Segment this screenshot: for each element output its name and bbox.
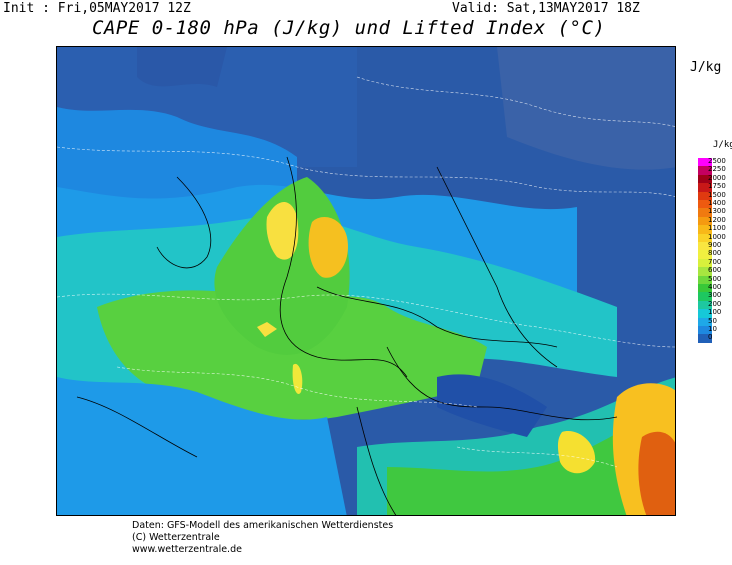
- footer: Daten: GFS-Modell des amerikanischen Wet…: [132, 520, 393, 556]
- legend-swatch: [698, 208, 712, 217]
- legend-swatch: [698, 174, 712, 184]
- legend-label: 700: [708, 257, 722, 266]
- footer-source: Daten: GFS-Modell des amerikanischen Wet…: [132, 520, 394, 531]
- legend-label: 1400: [708, 199, 726, 207]
- legend-swatch: [698, 250, 712, 259]
- legend-swatch: [698, 300, 712, 310]
- cape-map: [56, 46, 676, 516]
- legend-label: 10: [708, 325, 717, 333]
- legend-swatch: [698, 216, 712, 226]
- legend-swatch: [698, 242, 712, 251]
- legend-label: 1750: [708, 182, 726, 191]
- legend-label: 50: [708, 316, 717, 325]
- legend-label: 900: [708, 241, 722, 249]
- legend-swatch: [698, 158, 712, 167]
- legend-swatch: [698, 275, 712, 284]
- legend-swatch: [698, 309, 712, 318]
- legend-label: 1000: [708, 232, 726, 241]
- legend-label: 400: [708, 283, 722, 291]
- valid-time: Valid: Sat,13MAY2017 18Z: [452, 1, 640, 16]
- legend-label: 100: [708, 308, 722, 317]
- legend-label: 200: [708, 299, 722, 308]
- legend-unit: J/kg: [713, 140, 732, 150]
- legend-swatch: [698, 183, 712, 192]
- legend-label: 300: [708, 291, 722, 300]
- legend-swatch: [698, 317, 712, 326]
- legend-swatch: [698, 191, 712, 200]
- legend-swatch: [698, 334, 712, 343]
- footer-url: www.wetterzentrale.de: [132, 544, 242, 555]
- legend-swatch: [698, 326, 712, 335]
- legend-swatch: [698, 166, 712, 175]
- legend-swatch: [698, 284, 712, 293]
- legend-label: 2250: [708, 165, 726, 174]
- legend-label: 1500: [708, 190, 726, 199]
- chart-title: CAPE 0-180 hPa (J/kg) und Lifted Index (…: [92, 17, 606, 39]
- footer-copyright: (C) Wetterzentrale: [132, 532, 220, 543]
- unit-label: J/kg: [690, 60, 722, 75]
- legend-label: 0: [708, 333, 713, 342]
- legend-swatch: [698, 225, 712, 234]
- legend-label: 1100: [708, 224, 726, 233]
- legend-label: 800: [708, 249, 722, 258]
- legend-label: 1200: [708, 215, 726, 224]
- legend-swatch: [698, 292, 712, 301]
- legend-swatch: [698, 258, 712, 268]
- legend-label: 500: [708, 274, 722, 283]
- init-time: Init : Fri,05MAY2017 12Z: [3, 1, 191, 16]
- legend-swatch: [698, 267, 712, 276]
- legend-swatch: [698, 233, 712, 242]
- legend-swatch: [698, 200, 712, 209]
- legend-label: 600: [708, 266, 722, 275]
- legend-label: 2000: [708, 173, 726, 182]
- legend-label: 2500: [708, 157, 726, 165]
- legend-label: 1300: [708, 207, 726, 216]
- map-field: [57, 47, 675, 515]
